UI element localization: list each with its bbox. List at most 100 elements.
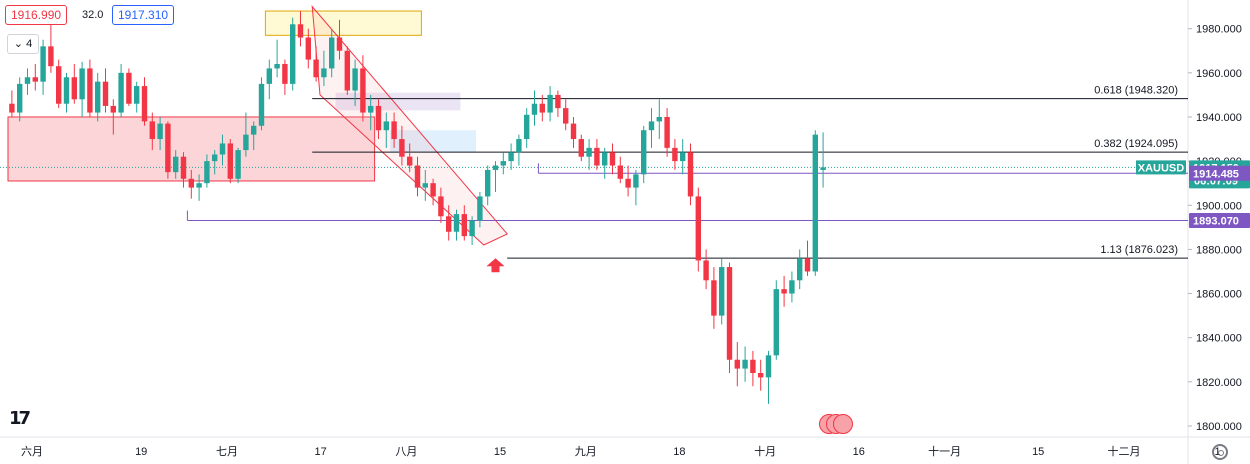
candle-body[interactable] <box>617 165 623 179</box>
candle-body[interactable] <box>758 372 764 378</box>
candle-body[interactable] <box>219 143 226 155</box>
candle-body[interactable] <box>134 86 140 104</box>
candle-body[interactable] <box>368 105 374 113</box>
collapse-indicators-button[interactable]: ⌄ 4 <box>7 34 39 54</box>
candle-body[interactable] <box>110 105 116 113</box>
candle-body[interactable] <box>524 114 530 140</box>
candle-body[interactable] <box>32 77 38 82</box>
bid-price-box[interactable]: 1916.990 <box>5 5 68 25</box>
candle-body[interactable] <box>180 156 187 179</box>
candle-body[interactable] <box>508 152 514 162</box>
candle-body[interactable] <box>547 94 553 113</box>
candle-body[interactable] <box>500 161 506 166</box>
candle-body[interactable] <box>531 103 538 115</box>
candle-body[interactable] <box>687 152 694 197</box>
candle-body[interactable] <box>227 143 233 179</box>
candle-body[interactable] <box>516 139 522 153</box>
candle-body[interactable] <box>570 123 577 140</box>
candle-body[interactable] <box>469 220 475 237</box>
candle-body[interactable] <box>102 81 109 106</box>
candle-body[interactable] <box>63 77 70 104</box>
candle-body[interactable] <box>539 103 545 113</box>
candle-body[interactable] <box>243 134 249 151</box>
candle-body[interactable] <box>204 161 210 184</box>
candle-body[interactable] <box>461 214 467 237</box>
candle-body[interactable] <box>407 156 413 166</box>
candle-body[interactable] <box>266 68 272 84</box>
candle-body[interactable] <box>656 116 662 122</box>
candle-body[interactable] <box>578 139 584 157</box>
candle-body[interactable] <box>383 121 389 131</box>
candle-body[interactable] <box>789 280 795 294</box>
candle-body[interactable] <box>555 94 561 109</box>
candle-body[interactable] <box>17 83 23 113</box>
candle-body[interactable] <box>742 359 748 369</box>
candle-body[interactable] <box>695 196 701 261</box>
candle-body[interactable] <box>297 24 304 38</box>
candle-body[interactable] <box>56 66 62 104</box>
level-badge[interactable] <box>1189 165 1250 181</box>
candle-body[interactable] <box>750 359 756 373</box>
candle-body[interactable] <box>24 77 31 84</box>
candle-body[interactable] <box>765 355 772 378</box>
candle-body[interactable] <box>703 260 709 281</box>
candle-body[interactable] <box>492 165 499 170</box>
candle-body[interactable] <box>165 123 171 173</box>
candle-body[interactable] <box>399 139 405 157</box>
candle-body[interactable] <box>79 68 85 100</box>
candle-body[interactable] <box>235 150 241 179</box>
tradingview-logo[interactable]: 17 <box>9 408 31 429</box>
candle-body[interactable] <box>453 214 460 232</box>
candle-body[interactable] <box>360 68 366 113</box>
candle-body[interactable] <box>797 258 803 281</box>
candle-body[interactable] <box>438 196 444 217</box>
candle-body[interactable] <box>274 64 280 69</box>
candle-body[interactable] <box>157 123 163 140</box>
fvg-zone-purple[interactable] <box>335 92 461 111</box>
candle-body[interactable] <box>594 147 600 166</box>
symbol-tag[interactable] <box>1136 160 1186 175</box>
candle-body[interactable] <box>680 152 686 162</box>
candle-body[interactable] <box>95 81 101 113</box>
candle-body[interactable] <box>633 174 639 188</box>
candle-body[interactable] <box>141 86 148 122</box>
candle-body[interactable] <box>648 121 655 131</box>
candle-body[interactable] <box>344 50 350 91</box>
candle-body[interactable] <box>87 68 93 113</box>
candle-body[interactable] <box>40 46 46 82</box>
candle-body[interactable] <box>430 183 436 197</box>
candle-body[interactable] <box>329 37 335 69</box>
candle-body[interactable] <box>485 169 491 197</box>
candle-body[interactable] <box>196 183 202 188</box>
candle-body[interactable] <box>602 152 608 166</box>
candle-body[interactable] <box>290 24 296 84</box>
candle-body[interactable] <box>149 121 155 140</box>
candle-body[interactable] <box>609 152 616 166</box>
candle-body[interactable] <box>336 37 343 51</box>
candle-body[interactable] <box>282 64 288 84</box>
candle-body[interactable] <box>9 103 15 113</box>
candle-body[interactable] <box>71 77 77 100</box>
candle-body[interactable] <box>812 134 818 272</box>
ask-price-box[interactable]: 1917.310 <box>112 5 175 25</box>
candle-body[interactable] <box>305 37 311 60</box>
candle-body[interactable] <box>352 68 358 91</box>
gear-icon[interactable] <box>1212 444 1228 460</box>
candle-body[interactable] <box>563 108 569 124</box>
candle-body[interactable] <box>734 359 740 369</box>
candle-body[interactable] <box>391 121 397 140</box>
candle-body[interactable] <box>321 68 327 78</box>
candle-body[interactable] <box>641 130 647 175</box>
candle-body[interactable] <box>258 83 265 126</box>
candle-body[interactable] <box>375 105 382 131</box>
supply-zone[interactable] <box>264 10 422 36</box>
level-badge[interactable] <box>1189 213 1250 229</box>
candle-body[interactable] <box>251 125 257 135</box>
candle-body[interactable] <box>664 116 670 148</box>
candle-body[interactable] <box>313 59 319 78</box>
candle-body[interactable] <box>773 289 779 356</box>
us-flag-icon[interactable] <box>833 414 853 434</box>
candle-body[interactable] <box>477 196 483 221</box>
